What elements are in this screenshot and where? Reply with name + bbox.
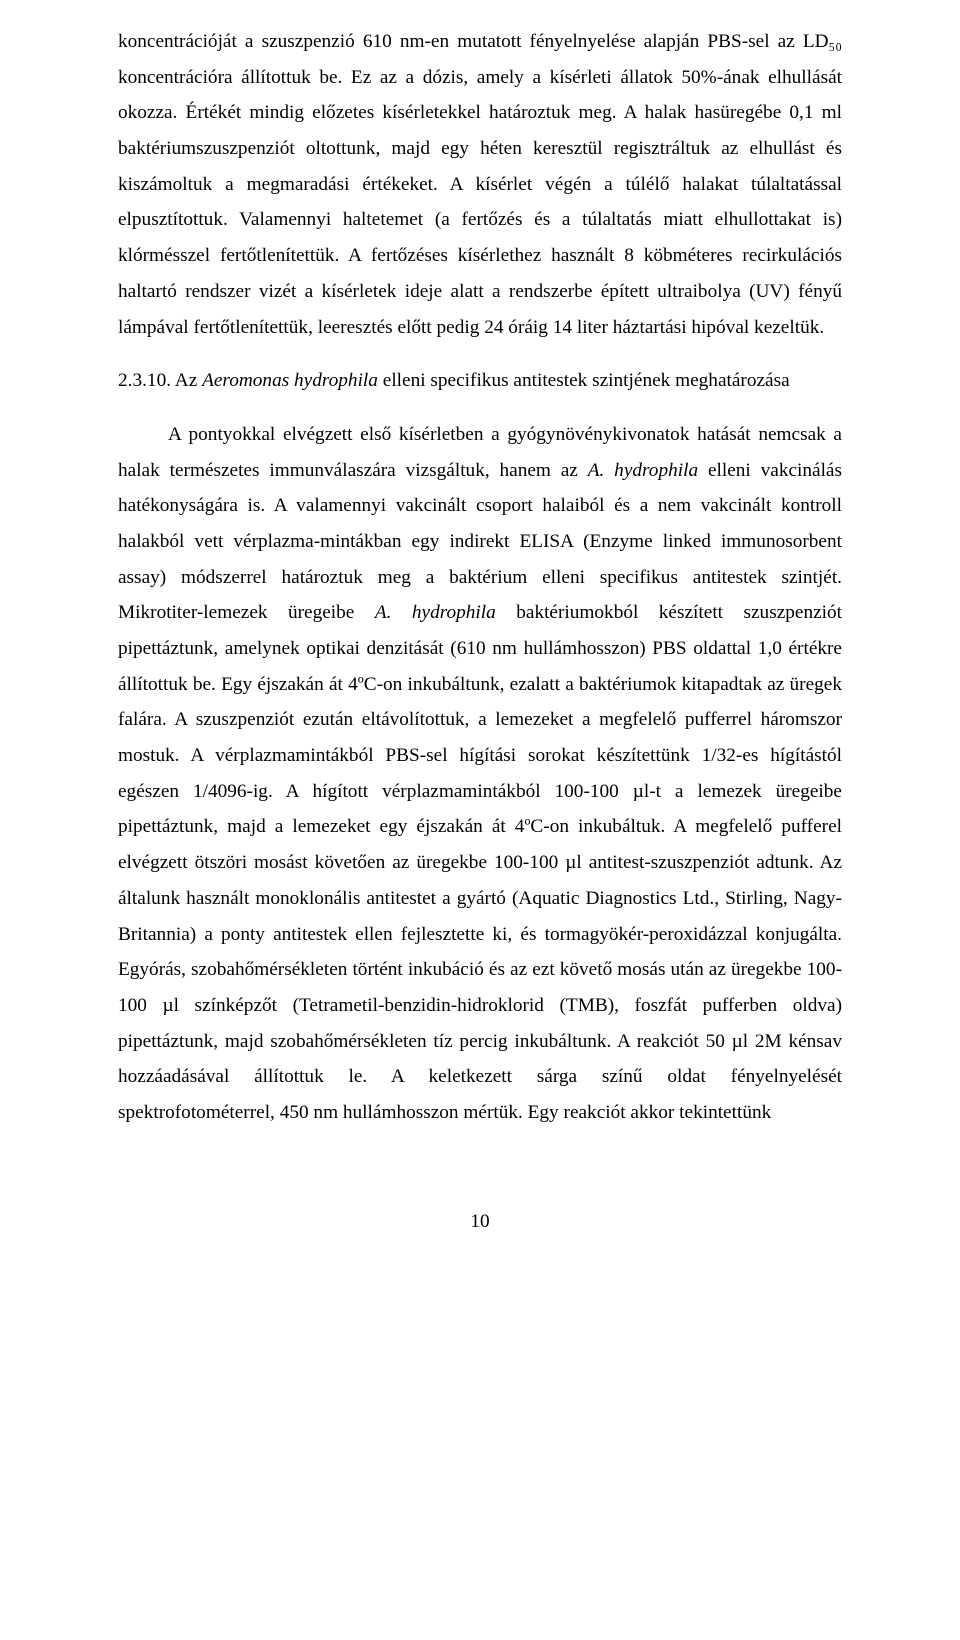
- paragraph-2: A pontyokkal elvégzett első kísérletben …: [118, 417, 842, 1131]
- section-heading: 2.3.10. Az Aeromonas hydrophila elleni s…: [118, 363, 842, 399]
- paragraph-1-text: koncentrációját a szuszpenzió 610 nm-en …: [118, 31, 842, 338]
- paragraph-2-italic-2: A. hydrophila: [375, 602, 496, 623]
- section-heading-italic: Aeromonas hydrophila: [202, 370, 378, 391]
- paragraph-1: koncentrációját a szuszpenzió 610 nm-en …: [118, 24, 842, 345]
- paragraph-2-b: elleni vakcinálás hatékonyságára is. A v…: [118, 460, 842, 624]
- page: koncentrációját a szuszpenzió 610 nm-en …: [0, 0, 960, 1640]
- section-heading-prefix: 2.3.10. Az: [118, 370, 202, 391]
- section-heading-suffix: elleni specifikus antitestek szintjének …: [378, 370, 790, 391]
- paragraph-2-italic-1: A. hydrophila: [588, 460, 698, 481]
- paragraph-2-c: baktériumokból készített szuszpenziót pi…: [118, 602, 842, 1123]
- page-number: 10: [118, 1211, 842, 1233]
